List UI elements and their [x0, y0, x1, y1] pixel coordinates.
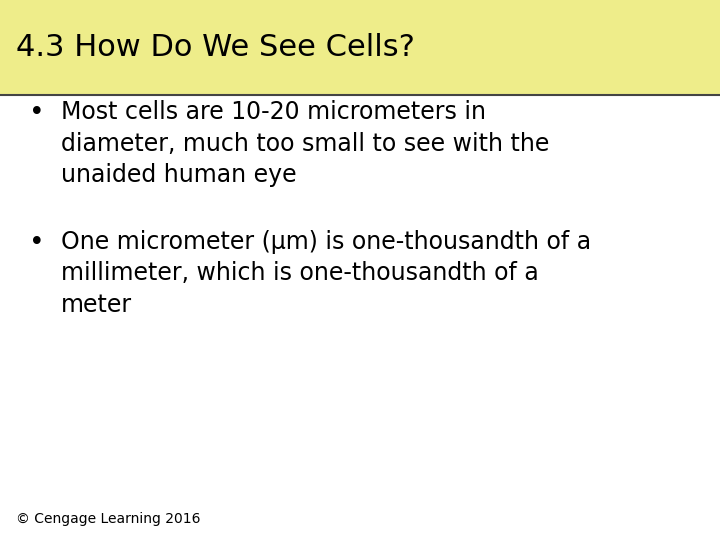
Text: Most cells are 10-20 micrometers in
diameter, much too small to see with the
una: Most cells are 10-20 micrometers in diam…: [61, 100, 549, 187]
Text: •: •: [29, 230, 45, 255]
Text: One micrometer (μm) is one-thousandth of a
millimeter, which is one-thousandth o: One micrometer (μm) is one-thousandth of…: [61, 230, 591, 316]
Text: 4.3 How Do We See Cells?: 4.3 How Do We See Cells?: [16, 33, 415, 62]
FancyBboxPatch shape: [0, 0, 720, 94]
Text: •: •: [29, 100, 45, 126]
Text: © Cengage Learning 2016: © Cengage Learning 2016: [16, 512, 200, 526]
